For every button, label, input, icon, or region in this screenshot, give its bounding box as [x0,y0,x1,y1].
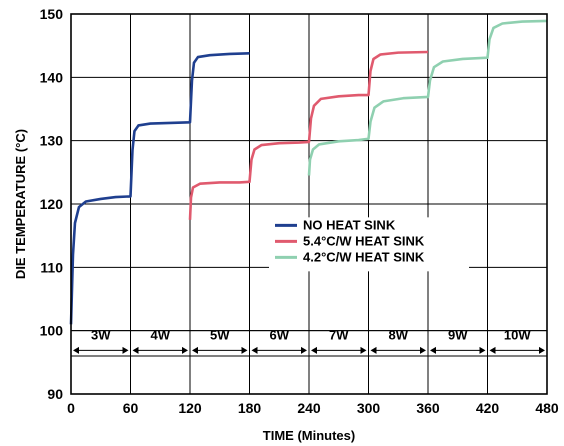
power-step: 10W [489,327,545,354]
legend-label: NO HEAT SINK [303,217,396,232]
arrowhead-right-icon [539,346,545,354]
series-line [188,50,429,220]
power-step: 4W [132,327,188,354]
y-tick-label: 140 [40,69,64,85]
arrowhead-left-icon [311,346,317,354]
x-tick-label: 300 [357,400,381,416]
x-tick-label: 0 [67,400,75,416]
arrowhead-left-icon [132,346,139,354]
legend-background [269,217,469,272]
x-tick-labels: 0 60 120 180 240 300 360 420 480 [67,400,559,416]
power-step: 8W [370,327,426,354]
power-step: 7W [311,327,367,354]
power-step: 9W [430,327,486,354]
power-step: 3W [73,327,129,354]
arrowhead-right-icon [241,346,248,354]
power-step-row: 3W 4W 5W 6W 7W 8W 9W 10W [71,327,547,357]
power-step-label: 5W [210,327,230,342]
arrowhead-left-icon [192,346,198,354]
legend-label: 5.4°C/W HEAT SINK [303,233,425,248]
y-tick-label: 100 [40,323,64,339]
arrowhead-right-icon [301,346,307,354]
y-tick-labels: 90 100 110 120 130 140 150 [40,6,64,402]
x-tick-label: 180 [238,400,262,416]
power-step-label: 6W [270,327,290,342]
legend-label: 4.2°C/W HEAT SINK [303,249,425,264]
series-line [69,51,250,325]
power-step-label: 10W [504,327,531,342]
series-lines [69,19,548,325]
series-line [307,19,548,176]
arrowhead-right-icon [360,346,367,354]
arrowhead-left-icon [370,346,377,354]
power-step: 5W [192,327,248,354]
x-tick-label: 240 [297,400,321,416]
power-step-label: 7W [329,327,349,342]
y-tick-label: 110 [40,259,63,275]
x-tick-label: 360 [416,400,440,416]
power-step-label: 8W [389,327,409,342]
y-axis-title: DIE TEMPERATURE (°C) [13,129,28,279]
power-step: 6W [251,327,307,354]
y-tick-label: 90 [47,386,63,402]
arrowhead-right-icon [182,346,188,354]
x-axis-title: TIME (Minutes) [263,428,355,443]
power-step-label: 9W [448,327,468,342]
arrowhead-left-icon [489,346,496,354]
x-tick-label: 60 [123,400,139,416]
plot-frame [70,13,548,395]
arrowhead-left-icon [73,346,79,354]
arrowhead-right-icon [122,346,129,354]
power-step-label: 4W [151,327,171,342]
y-tick-label: 120 [40,196,64,212]
power-step-label: 3W [91,327,111,342]
arrowhead-right-icon [479,346,486,354]
arrowhead-left-icon [430,346,436,354]
x-tick-label: 420 [476,400,500,416]
y-tick-label: 130 [40,133,64,149]
y-tick-label: 150 [40,6,64,22]
x-tick-label: 480 [535,400,559,416]
arrowhead-left-icon [251,346,258,354]
x-tick-label: 120 [178,400,202,416]
arrowhead-right-icon [420,346,426,354]
